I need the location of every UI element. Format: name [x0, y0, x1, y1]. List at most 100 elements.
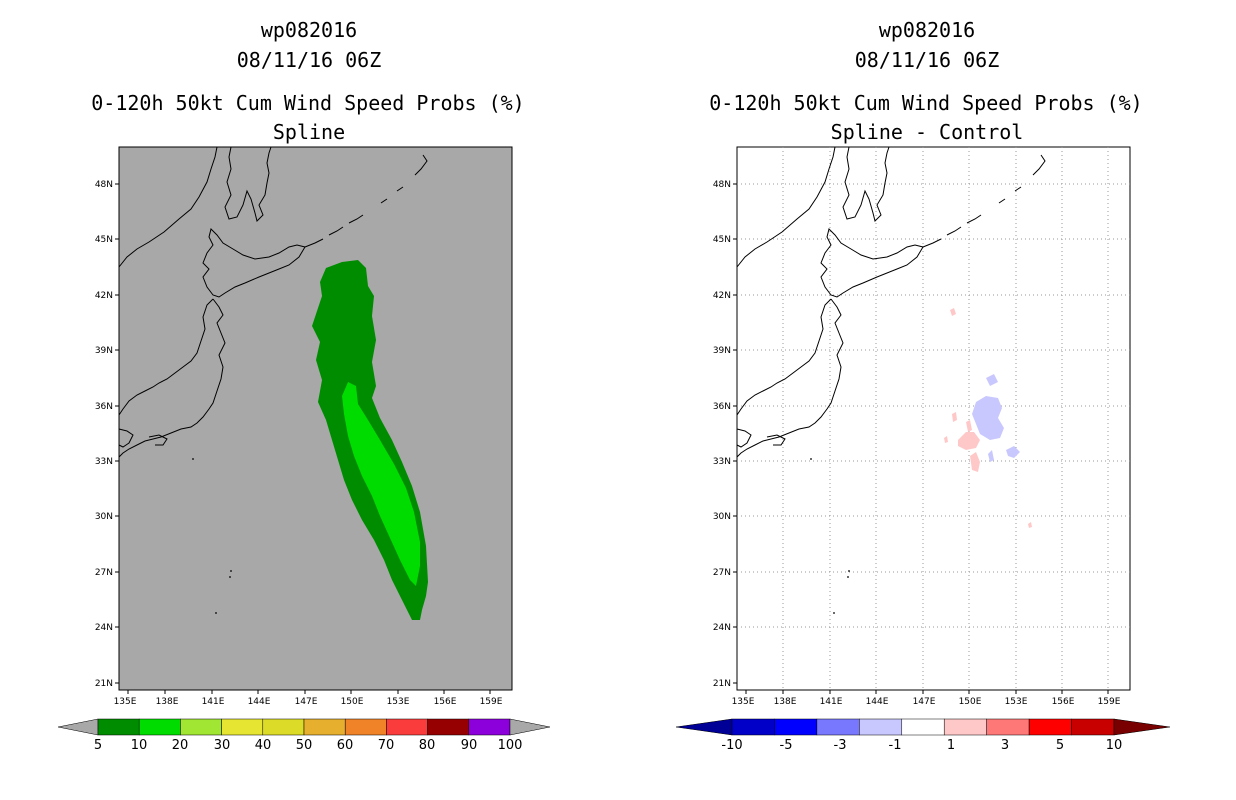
right-lon-label: 150E [959, 697, 982, 707]
right-colorbar: -10 -5 -3 -1 1 3 5 10 [675, 718, 1171, 753]
left-colorbar-swatch [344, 718, 387, 736]
right-lat-ticks: 48N 45N 42N 39N 36N 33N 30N 27N 24N 21N [713, 180, 737, 689]
diff-negative-area [988, 450, 994, 462]
left-colorbar-swatch [180, 718, 222, 736]
left-colorbar-swatch [97, 718, 140, 736]
right-colorbar-swatch [859, 718, 903, 736]
right-colorbar-label: -1 [889, 738, 902, 753]
right-colorbar-swatch [816, 718, 860, 736]
left-lat-label: 21N [95, 679, 113, 689]
prob-swath-10pct [342, 382, 420, 586]
left-colorbar-label: 20 [172, 738, 189, 753]
left-colorbar-swatch [303, 718, 346, 736]
diff-negative-area [972, 396, 1004, 440]
left-colorbar-label: 50 [296, 738, 313, 753]
right-lon-label: 135E [732, 697, 755, 707]
left-colorbar-label: 40 [255, 738, 272, 753]
right-lat-label: 21N [713, 679, 731, 689]
right-lat-label: 45N [713, 235, 731, 245]
right-lat-label: 48N [713, 180, 731, 190]
left-lat-label: 30N [95, 512, 113, 522]
left-lat-label: 27N [95, 568, 113, 578]
right-product-title: 0-120h 50kt Cum Wind Speed Probs (%) [709, 91, 1143, 115]
right-lon-label: 156E [1052, 697, 1075, 707]
left-lat-label: 36N [95, 402, 113, 412]
right-colorbar-swatch [986, 718, 1030, 736]
left-lon-label: 147E [295, 697, 318, 707]
left-colorbar-label: 100 [498, 738, 523, 753]
left-colorbar-swatch [386, 718, 428, 736]
left-lat-label: 24N [95, 623, 113, 633]
right-colorbar-label: 1 [947, 738, 955, 753]
diff-negative-area [1006, 446, 1020, 458]
left-lat-label: 39N [95, 346, 113, 356]
right-storm-id: wp082016 [878, 18, 976, 42]
left-colorbar-label: 60 [337, 738, 354, 753]
right-lat-label: 33N [713, 457, 731, 467]
right-lon-label: 159E [1098, 697, 1121, 707]
left-colorbar-swatch [138, 718, 181, 736]
left-lon-label: 138E [156, 697, 179, 707]
left-colorbar-swatch [262, 718, 305, 736]
left-subtitle: Spline [272, 120, 346, 144]
right-colorbar-swatch [1028, 718, 1072, 736]
left-lon-label: 150E [341, 697, 364, 707]
diff-positive-area [952, 412, 957, 422]
left-colorbar: 5 10 20 30 40 50 60 70 80 90 100 [57, 718, 551, 753]
diff-positive-area [958, 432, 980, 450]
right-colorbar-swatch [731, 718, 775, 736]
diff-negative-area [986, 374, 998, 386]
right-colorbar-label: -5 [780, 738, 793, 753]
left-map [118, 146, 513, 691]
right-lon-label: 147E [913, 697, 936, 707]
right-subtitle: Spline - Control [830, 120, 1024, 144]
right-lon-label: 144E [866, 697, 889, 707]
left-lat-label: 45N [95, 235, 113, 245]
left-lon-label: 141E [202, 697, 225, 707]
right-colorbar-swatch [1071, 718, 1115, 736]
left-lat-label: 33N [95, 457, 113, 467]
left-storm-id: wp082016 [260, 18, 358, 42]
left-colorbar-label: 80 [419, 738, 436, 753]
left-lon-label: 159E [480, 697, 503, 707]
left-lon-label: 153E [387, 697, 410, 707]
left-lon-ticks: 135E 138E 141E 144E 147E 150E 153E 156E … [114, 690, 503, 707]
diff-positive-area [970, 452, 980, 472]
left-colorbar-label: 90 [461, 738, 478, 753]
right-map-grid [737, 147, 1130, 690]
right-map-frame [736, 146, 1131, 691]
left-colorbar-label: 70 [378, 738, 395, 753]
right-lon-label: 138E [774, 697, 797, 707]
left-lat-ticks: 48N 45N 42N 39N 36N 33N 30N 27N 24N 21N [95, 180, 119, 689]
right-colorbar-label: -10 [721, 738, 742, 753]
right-colorbar-swatch [901, 718, 945, 736]
right-colorbar-high-arrow [1113, 718, 1171, 736]
right-colorbar-swatch [774, 718, 818, 736]
right-lat-label: 27N [713, 568, 731, 578]
right-lat-label: 39N [713, 346, 731, 356]
right-map [736, 146, 1131, 691]
right-colorbar-label: 3 [1001, 738, 1009, 753]
right-colorbar-low-arrow [675, 718, 733, 736]
left-map-frame [118, 146, 513, 691]
right-lat-label: 36N [713, 402, 731, 412]
left-datetime: 08/11/16 06Z [236, 48, 382, 72]
left-lon-label: 156E [434, 697, 457, 707]
left-colorbar-swatch [468, 718, 511, 736]
left-colorbar-high-arrow [509, 718, 551, 736]
diff-positive-area [944, 436, 948, 443]
left-lon-label: 144E [248, 697, 271, 707]
right-colorbar-label: 10 [1106, 738, 1123, 753]
right-lat-label: 30N [713, 512, 731, 522]
right-colorbar-label: -3 [834, 738, 847, 753]
right-datetime: 08/11/16 06Z [854, 48, 1000, 72]
right-lon-ticks: 135E 138E 141E 144E 147E 150E 153E 156E … [732, 690, 1121, 707]
right-colorbar-swatch [943, 718, 987, 736]
left-lat-label: 48N [95, 180, 113, 190]
diff-positive-area [950, 308, 956, 316]
left-colorbar-swatch [427, 718, 470, 736]
right-lon-label: 141E [820, 697, 843, 707]
left-colorbar-low-arrow [57, 718, 99, 736]
diff-positive-area [1028, 522, 1032, 528]
